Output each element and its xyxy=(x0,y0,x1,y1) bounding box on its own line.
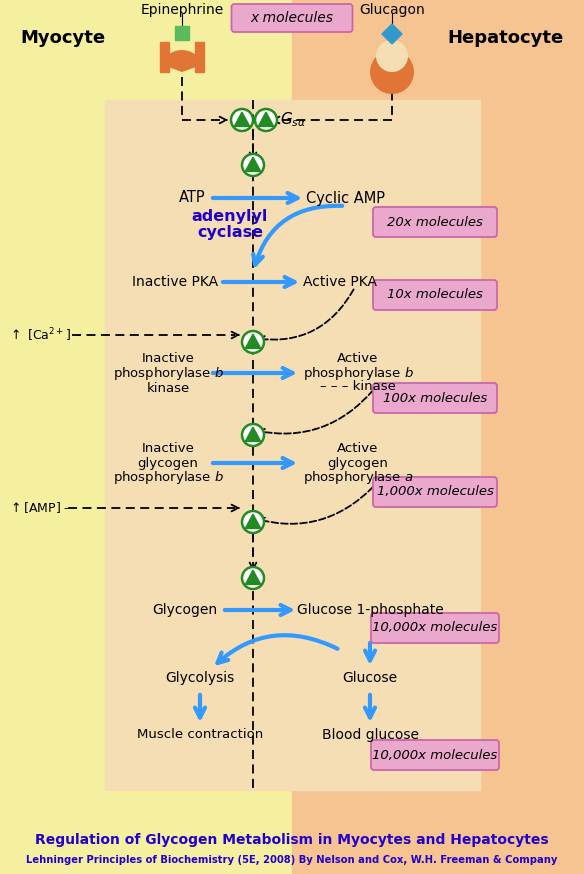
Text: $\uparrow$ [Ca$^{2+}$] –: $\uparrow$ [Ca$^{2+}$] – xyxy=(8,326,82,343)
Text: Inactive PKA: Inactive PKA xyxy=(132,275,218,289)
Circle shape xyxy=(231,109,253,131)
Text: Lehninger Principles of Biochemistry (5E, 2008) By Nelson and Cox, W.H. Freeman : Lehninger Principles of Biochemistry (5E… xyxy=(26,855,558,865)
FancyBboxPatch shape xyxy=(373,383,497,413)
Text: Glycolysis: Glycolysis xyxy=(165,671,235,685)
Text: Inactive: Inactive xyxy=(141,441,194,454)
Text: 100x molecules: 100x molecules xyxy=(383,392,487,405)
Text: Blood glucose: Blood glucose xyxy=(322,728,419,742)
Circle shape xyxy=(242,331,264,353)
Circle shape xyxy=(242,567,264,589)
Text: Muscle contraction: Muscle contraction xyxy=(137,729,263,741)
Bar xyxy=(292,0,584,874)
Polygon shape xyxy=(245,334,260,349)
Text: Glycogen: Glycogen xyxy=(152,603,218,617)
Text: 10,000x molecules: 10,000x molecules xyxy=(373,621,498,635)
Text: glycogen: glycogen xyxy=(328,456,388,469)
Polygon shape xyxy=(245,427,260,441)
Circle shape xyxy=(255,109,277,131)
Text: Glucose: Glucose xyxy=(342,671,398,685)
Circle shape xyxy=(370,50,414,94)
Text: Myocyte: Myocyte xyxy=(20,29,105,47)
FancyBboxPatch shape xyxy=(371,740,499,770)
FancyBboxPatch shape xyxy=(371,613,499,643)
Bar xyxy=(175,26,189,40)
Text: adenylyl: adenylyl xyxy=(192,209,268,224)
Text: Cyclic AMP: Cyclic AMP xyxy=(305,191,384,205)
Text: x molecules: x molecules xyxy=(251,11,333,25)
Text: Epinephrine: Epinephrine xyxy=(140,3,224,17)
Text: ATP: ATP xyxy=(179,191,206,205)
Polygon shape xyxy=(245,570,260,585)
Polygon shape xyxy=(258,112,274,127)
Circle shape xyxy=(242,424,264,446)
Text: glycogen: glycogen xyxy=(138,456,199,469)
Bar xyxy=(105,100,480,790)
Text: Active: Active xyxy=(338,351,378,364)
Text: $G_{s\alpha}$: $G_{s\alpha}$ xyxy=(280,111,306,129)
Text: kinase: kinase xyxy=(147,381,190,394)
Wedge shape xyxy=(161,50,203,72)
Bar xyxy=(160,42,169,72)
Text: phosphorylase $b$: phosphorylase $b$ xyxy=(303,364,413,381)
Circle shape xyxy=(242,154,264,176)
Text: – – – kinase: – – – kinase xyxy=(320,379,396,392)
Text: phosphorylase $b$: phosphorylase $b$ xyxy=(113,469,224,487)
Text: phosphorylase $a$: phosphorylase $a$ xyxy=(303,469,413,487)
FancyBboxPatch shape xyxy=(373,477,497,507)
Text: Regulation of Glycogen Metabolism in Myocytes and Hepatocytes: Regulation of Glycogen Metabolism in Myo… xyxy=(35,833,549,847)
Text: 1,000x molecules: 1,000x molecules xyxy=(377,485,493,498)
FancyBboxPatch shape xyxy=(373,207,497,237)
Polygon shape xyxy=(234,112,250,127)
Text: Hepatocyte: Hepatocyte xyxy=(448,29,564,47)
Text: Active PKA: Active PKA xyxy=(303,275,377,289)
Text: cyclase: cyclase xyxy=(197,225,263,239)
FancyBboxPatch shape xyxy=(231,4,353,32)
Text: 10x molecules: 10x molecules xyxy=(387,288,483,302)
Polygon shape xyxy=(245,157,260,171)
Text: 10,000x molecules: 10,000x molecules xyxy=(373,748,498,761)
FancyBboxPatch shape xyxy=(373,280,497,310)
Text: Inactive: Inactive xyxy=(141,351,194,364)
Circle shape xyxy=(376,40,408,72)
Text: 20x molecules: 20x molecules xyxy=(387,216,483,228)
Polygon shape xyxy=(245,514,260,529)
Text: Glucagon: Glucagon xyxy=(359,3,425,17)
Text: Glucose 1-phosphate: Glucose 1-phosphate xyxy=(297,603,443,617)
Bar xyxy=(195,42,204,72)
Polygon shape xyxy=(382,24,402,44)
Text: phosphorylase $b$: phosphorylase $b$ xyxy=(113,364,224,381)
Text: Active: Active xyxy=(338,441,378,454)
Circle shape xyxy=(242,511,264,533)
Text: $\uparrow$[AMP] –: $\uparrow$[AMP] – xyxy=(8,501,72,516)
